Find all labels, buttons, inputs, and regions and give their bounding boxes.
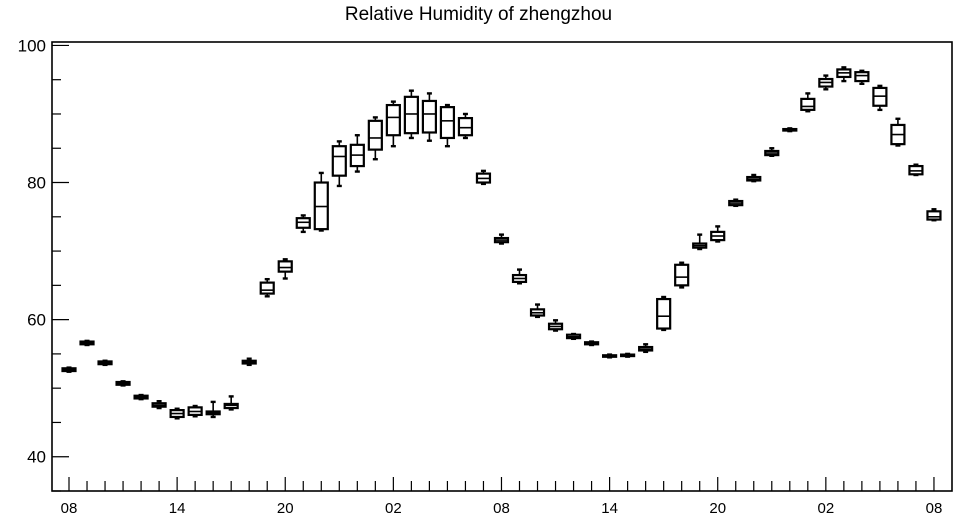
box-group: [620, 352, 636, 358]
box-group: [223, 395, 239, 411]
y-tick-label: 100: [18, 36, 46, 55]
x-tick-label: 20: [277, 500, 294, 517]
box-group: [854, 69, 870, 86]
box-group: [547, 319, 564, 332]
box-group: [421, 92, 437, 142]
box-group: [259, 277, 275, 298]
x-tick-label: 02: [817, 500, 834, 517]
box-group: [872, 84, 888, 112]
box-group: [331, 140, 347, 188]
box-group: [710, 225, 726, 243]
box: [439, 106, 456, 140]
axes-layer: 40 60 80 100 08 14 20 02 08 14 20 02 08: [18, 36, 953, 517]
box-group: [385, 100, 401, 148]
y-tick-label: 60: [27, 311, 46, 330]
box: [854, 71, 870, 83]
box-group: [367, 116, 383, 161]
box-group: [836, 66, 852, 83]
box-group: [133, 393, 149, 401]
x-tick-label: 14: [169, 500, 186, 517]
box-group: [115, 380, 131, 387]
box-group: [782, 127, 798, 133]
box-group: [241, 357, 257, 367]
x-tick-label: 14: [601, 500, 618, 517]
x-tick-label: 08: [493, 500, 510, 517]
box-group: [493, 233, 510, 245]
box-group: [403, 89, 419, 140]
x-tick-label: 08: [926, 500, 943, 517]
box-group: [475, 169, 492, 186]
y-tick-label: 80: [27, 174, 46, 193]
box-group: [511, 268, 528, 285]
box-group: [349, 134, 365, 173]
box-group: [61, 366, 77, 373]
box-group: [565, 332, 582, 341]
box-group: [97, 359, 113, 367]
box-group: [890, 117, 906, 147]
box: [926, 210, 942, 221]
box-group: [908, 163, 924, 177]
plot-frame: [51, 41, 953, 492]
box-group: [583, 340, 600, 347]
box-group: [728, 198, 744, 208]
box-group: [295, 214, 311, 234]
chart-title: Relative Humidity of zhengzhou: [344, 4, 613, 25]
box: [331, 145, 347, 177]
box: [656, 297, 672, 330]
box-group: [187, 404, 203, 418]
box-group: [674, 261, 690, 289]
x-tick-label: 08: [61, 500, 78, 517]
box-group: [601, 353, 618, 359]
box: [421, 99, 437, 134]
box-group: [818, 74, 834, 91]
box-group: [926, 208, 942, 222]
box-group: [800, 92, 816, 113]
box-group: [692, 233, 708, 251]
box: [403, 95, 419, 135]
box-group: [79, 339, 95, 347]
box-group: [439, 103, 456, 148]
box: [800, 97, 816, 111]
box: [457, 116, 474, 137]
box-group: [529, 303, 546, 319]
box: [259, 281, 275, 295]
box-group: [151, 400, 167, 410]
box-group: [746, 173, 762, 183]
box: [385, 103, 401, 137]
box-group: [277, 258, 293, 280]
x-tick-label: 02: [385, 500, 402, 517]
box-group: [313, 171, 329, 232]
box: [277, 260, 293, 273]
box: [367, 119, 383, 151]
box-group: [638, 343, 654, 354]
box-group: [764, 147, 780, 157]
x-tick-label: 20: [709, 500, 726, 517]
box-group: [656, 295, 672, 332]
box-group: [457, 112, 474, 140]
y-tick-label: 40: [27, 448, 46, 467]
box: [674, 263, 690, 287]
boxes-layer: [61, 66, 942, 420]
box-group: [205, 400, 221, 419]
box-group: [169, 407, 185, 420]
